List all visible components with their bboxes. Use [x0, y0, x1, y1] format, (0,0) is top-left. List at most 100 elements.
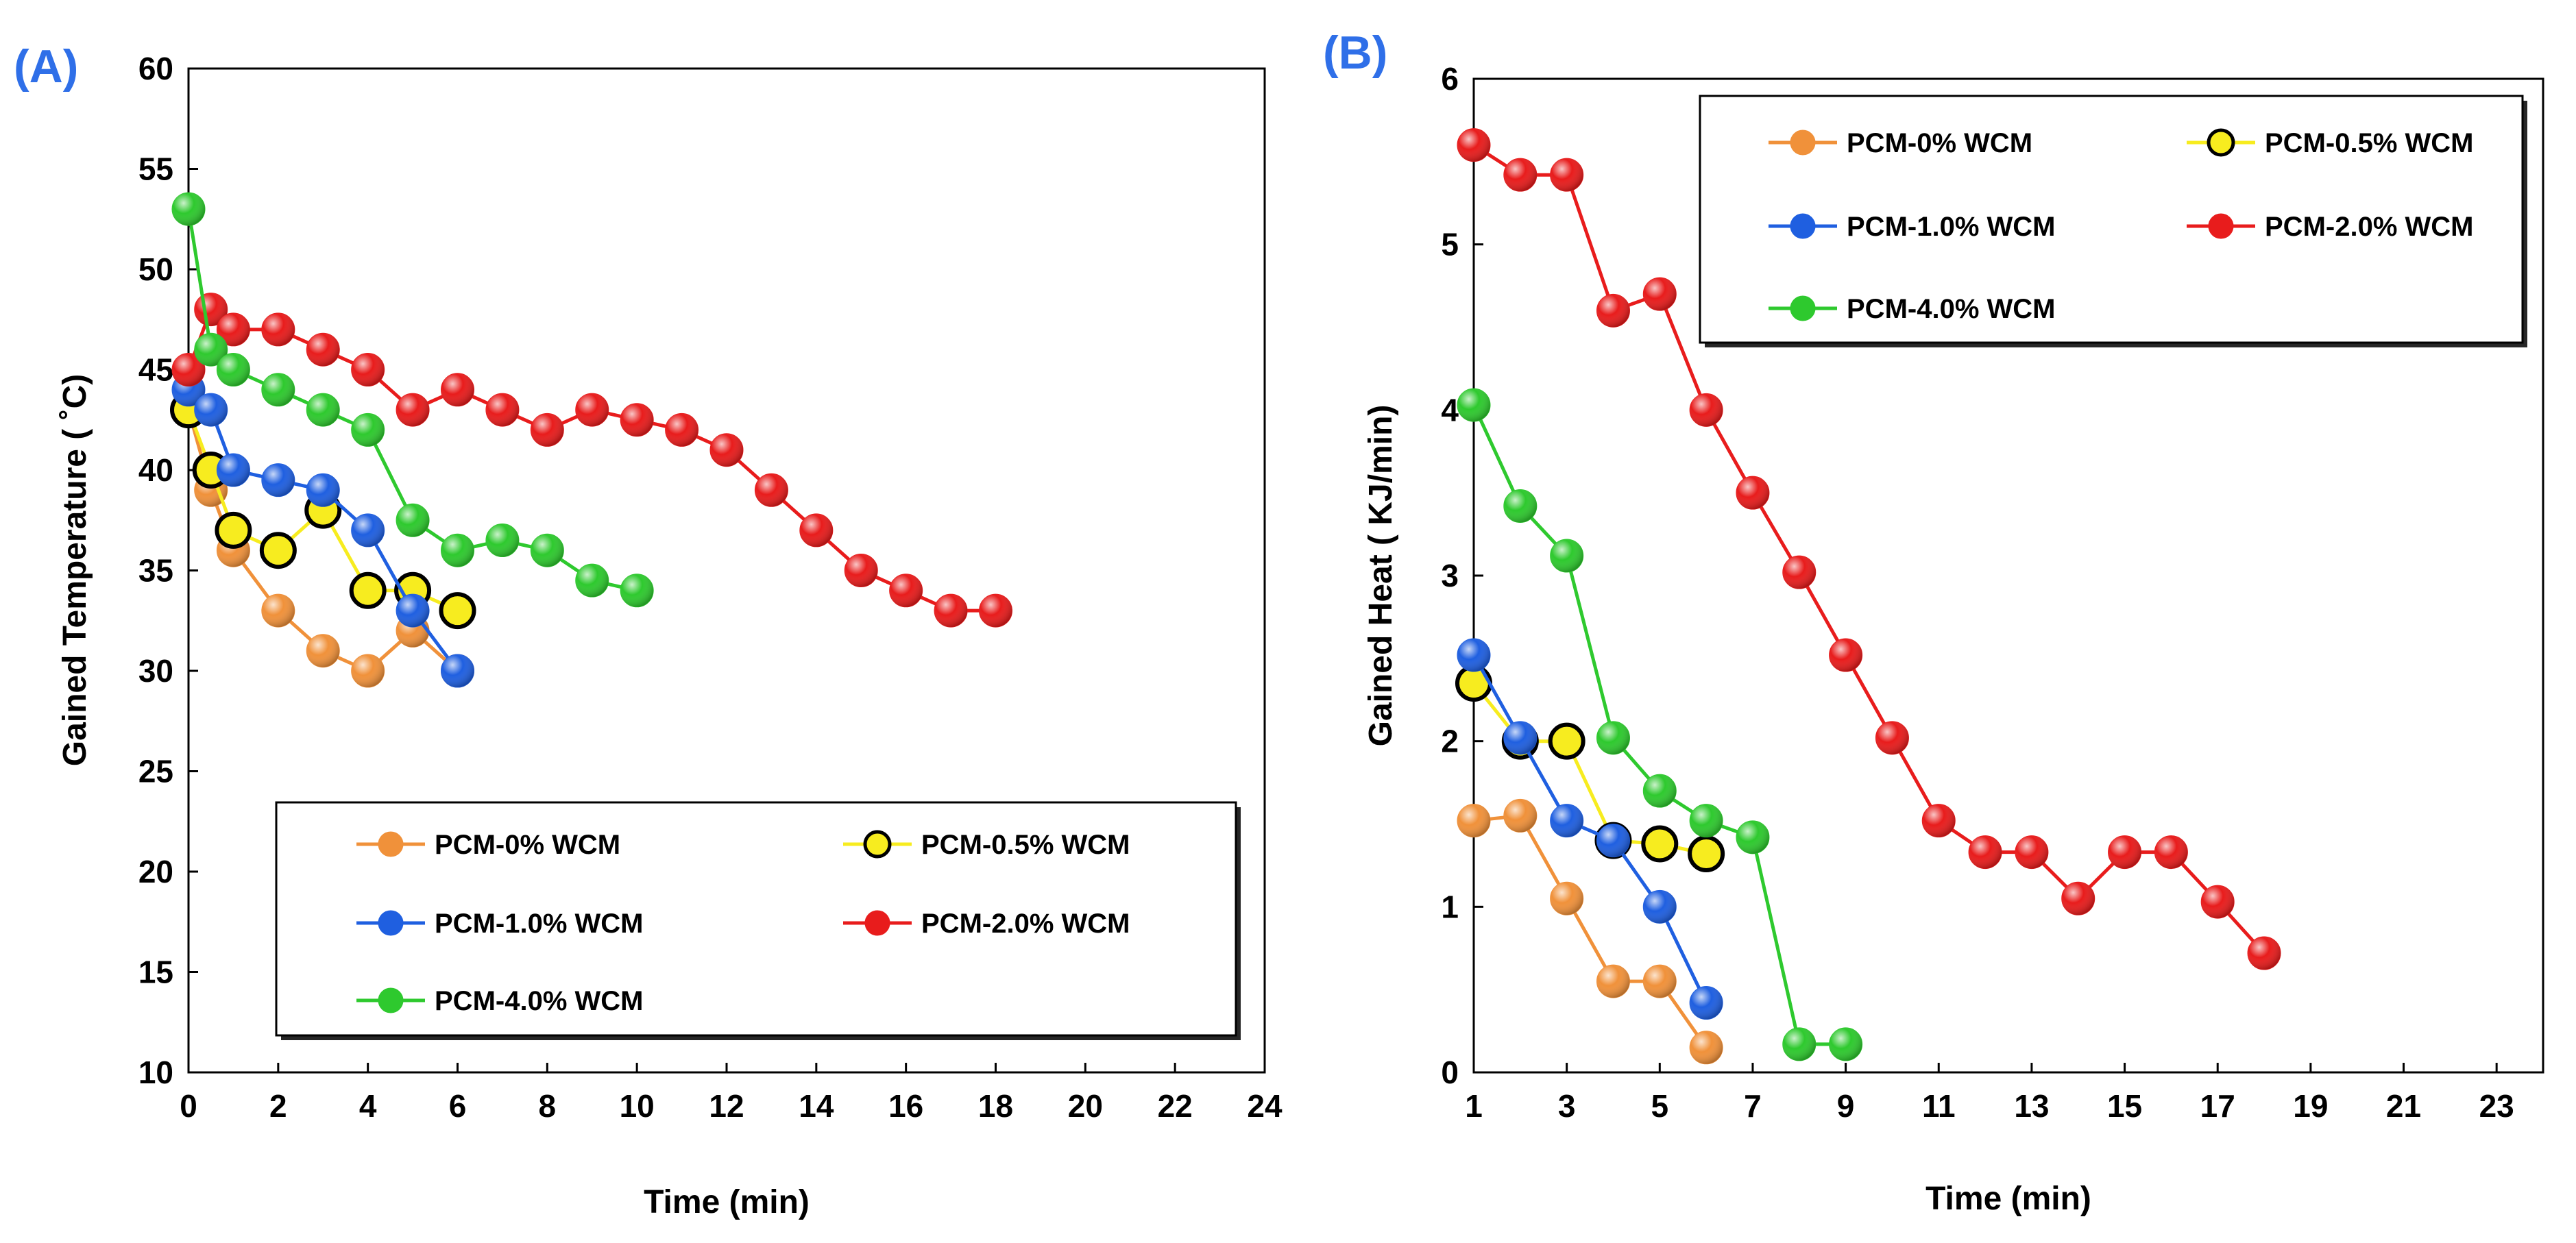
data-point-shade	[1643, 965, 1677, 998]
panel-a-y-tick-label: 20	[138, 854, 173, 889]
legend-label: PCM-1.0% WCM	[435, 909, 643, 939]
panel-a-legend: PCM-0% WCM PCM-0.5% WCM PCM-1.0% WCM PCM-2.…	[275, 801, 1241, 1040]
data-point-shade	[1875, 721, 1909, 754]
panel-a-data-point	[754, 473, 788, 507]
data-point-shade	[755, 473, 788, 507]
data-point-shade	[1829, 1027, 1862, 1061]
panel-b-legend-item-pcm-2-0-wcm: PCM-2.0% WCM	[2187, 212, 2473, 242]
panel-a-data-point	[665, 413, 699, 447]
data-point-shade	[1596, 824, 1630, 857]
data-point-shade	[1457, 389, 1490, 422]
data-point-shade	[1782, 1027, 1816, 1061]
panel-a-legend-item-pcm-1-0-wcm: PCM-1.0% WCM	[356, 909, 643, 939]
panel-b-data-point	[1596, 721, 1630, 755]
panel-a-data-point	[844, 554, 878, 587]
panel-b-data-point	[1829, 638, 1863, 672]
panel-a-series	[170, 192, 1012, 688]
panel-a-data-point	[259, 532, 297, 569]
panel-a-data-point	[441, 533, 474, 567]
data-point-shade	[1690, 393, 1723, 427]
panel-b-data-point	[1457, 638, 1491, 672]
data-point-shade	[1503, 799, 1537, 833]
data-point-shade	[1503, 489, 1537, 523]
panel-b-series-pcm-4-0-wcm	[1457, 388, 1863, 1061]
panel-b-y-tick-label: 1	[1441, 889, 1459, 924]
panel-b-y-tick-label: 3	[1441, 558, 1459, 593]
panel-a-legend-item-pcm-2-0-wcm: PCM-2.0% WCM	[843, 909, 1130, 939]
panel-a-x-tick-label: 4	[359, 1088, 377, 1124]
data-point-shade	[845, 554, 878, 587]
panel-a-data-point	[485, 393, 520, 427]
legend-label: PCM-0.5% WCM	[2265, 128, 2473, 158]
panel-a-data-point	[799, 513, 834, 547]
panel-a-x-tick-label: 20	[1068, 1088, 1103, 1124]
panel-a-y-tick-label: 25	[138, 754, 173, 789]
panel-a-data-point	[979, 593, 1012, 628]
panel-a-data-point	[351, 654, 385, 688]
data-point-shade	[441, 654, 474, 687]
panel-a-data-point	[396, 593, 430, 628]
panel-b-data-point	[2015, 835, 2049, 870]
data-point-shade	[1596, 965, 1630, 998]
legend-swatch-marker	[1790, 213, 1816, 239]
panel-b-data-point	[2154, 835, 2188, 870]
panel-b-x-tick-label: 5	[1651, 1088, 1669, 1124]
panel-a-label: (A)	[14, 40, 78, 93]
data-point-shade	[306, 473, 340, 507]
panel-b-data-point	[1689, 986, 1723, 1020]
data-point-shade	[261, 312, 295, 346]
panel-b-x-axis-title: Time (min)	[1925, 1181, 2091, 1217]
panel-a-data-point	[439, 592, 476, 630]
data-point-shade	[396, 393, 430, 427]
data-point-shade	[575, 564, 609, 598]
legend-swatch-marker	[1790, 130, 1816, 156]
panel-b-data-point	[1642, 889, 1677, 924]
panel-b-data-point	[1550, 158, 1584, 192]
data-point-marker	[259, 532, 297, 569]
data-point-shade	[217, 312, 250, 346]
panel-b-data-point	[1596, 293, 1630, 328]
panel-a-legend-item-pcm-4-0-wcm: PCM-4.0% WCM	[356, 986, 643, 1016]
panel-b-x-tick-label: 17	[2200, 1088, 2235, 1124]
legend-label: PCM-0% WCM	[435, 830, 620, 860]
panel-b-y-axis-title: Gained Heat ( KJ/min)	[1363, 405, 1399, 747]
panel-a-temperature-chart: (A) 0 2 4 6 8 10 12 14 16 18 20 22 24101520253035404…	[14, 40, 1283, 1220]
panel-b-series-pcm-0-wcm	[1457, 798, 1723, 1065]
data-point-shade	[396, 594, 430, 628]
panel-b-label: (B)	[1323, 27, 1387, 79]
data-point-shade	[217, 353, 250, 386]
panel-b-x-tick-label: 15	[2107, 1088, 2142, 1124]
data-point-shade	[351, 413, 385, 447]
legend-label: PCM-2.0% WCM	[2265, 212, 2473, 242]
data-point-marker	[349, 571, 387, 609]
legend-swatch-marker	[2207, 128, 2235, 157]
data-point-shade	[1550, 804, 1583, 837]
panel-b-data-point	[1642, 964, 1677, 998]
legend-swatch-marker	[378, 987, 404, 1013]
panel-b-data-point	[1782, 555, 1816, 589]
panel-b-x-tick-label: 11	[1922, 1088, 1956, 1124]
data-point-shade	[261, 463, 295, 497]
panel-a-data-point	[171, 192, 206, 226]
panel-b-y-tick-label: 6	[1441, 61, 1459, 97]
panel-b-x-tick-label: 9	[1837, 1088, 1855, 1124]
panel-b-data-point	[1968, 835, 2002, 870]
data-point-shade	[1503, 721, 1537, 754]
data-point-shade	[1782, 556, 1816, 589]
legend-swatch-marker	[2208, 213, 2234, 239]
data-point-shade	[1596, 294, 1630, 328]
panel-a-data-point	[620, 574, 654, 608]
panel-a-data-point	[216, 353, 250, 386]
panel-a-data-point	[306, 473, 340, 507]
panel-a-data-point	[261, 593, 295, 628]
data-point-shade	[1643, 278, 1677, 311]
data-point-shade	[620, 574, 654, 607]
panel-a-y-tick-label: 50	[138, 251, 173, 287]
panel-b-y-tick-label: 0	[1441, 1055, 1459, 1090]
panel-b-legend-item-pcm-4-0-wcm: PCM-4.0% WCM	[1769, 294, 2055, 324]
panel-b-legend-entries: PCM-0% WCM PCM-0.5% WCM PCM-1.0% WCM PCM-2.…	[1769, 128, 2473, 324]
panel-a-series-pcm-1-0-wcm	[171, 373, 474, 688]
data-point-shade	[1736, 820, 1769, 854]
